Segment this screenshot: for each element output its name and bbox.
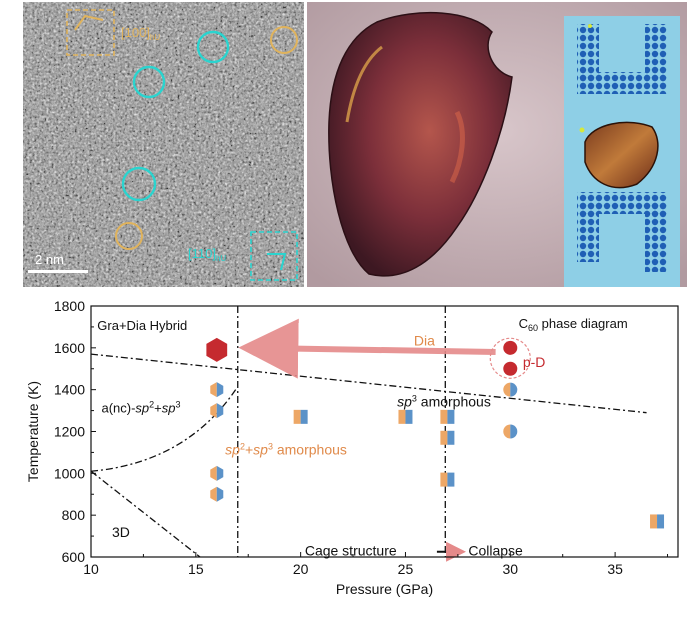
x-tick-label: 35 [607, 561, 623, 577]
large-sample-chip [328, 11, 513, 277]
y-tick-label: 600 [62, 549, 86, 565]
plot-frame [90, 305, 679, 558]
region-box-110 [250, 231, 298, 281]
hexagon-marker [210, 403, 224, 419]
x-tick-label: 10 [83, 561, 99, 577]
square-marker [650, 514, 665, 529]
phase-boundaries [90, 306, 647, 562]
circle-marker [503, 424, 518, 439]
y-tick-label: 1400 [54, 382, 85, 398]
sample-photo-panel [307, 2, 687, 287]
x-tick-label: 25 [398, 561, 414, 577]
pd-circle-marker [503, 361, 518, 376]
chart-title: C60 phase diagram [519, 316, 628, 333]
anc-boundary [90, 389, 237, 472]
lattice-marker-100 [74, 14, 104, 31]
data-markers [206, 337, 665, 529]
blue-letter-u-bottom [577, 192, 667, 272]
cyan-circle [121, 166, 157, 202]
scalebar [28, 270, 88, 273]
cage-structure-label: Cage structure [305, 542, 397, 558]
dia-arrow [238, 318, 496, 379]
circle-marker [503, 382, 518, 397]
blue-letter-u-top [577, 24, 667, 94]
dir-110-label: [110]hU [188, 246, 226, 263]
tem-image-panel: [100]hU [110]hU 2 nm [23, 2, 304, 287]
sample-photo [307, 2, 687, 287]
square-marker [440, 472, 455, 487]
x-tick-label: 20 [293, 561, 309, 577]
square-marker [293, 409, 308, 424]
y-tick-label: 1800 [54, 298, 85, 314]
tem-image: [100]hU [110]hU 2 nm [23, 2, 304, 287]
gold-circle [270, 26, 298, 54]
gold-circle [115, 222, 143, 250]
sp2-sp3-amorphous-label: sp2+sp3 amorphous [225, 442, 347, 458]
dia-hexagon-marker [206, 337, 228, 362]
lattice-marker-110 [267, 253, 287, 271]
hexagon-marker [210, 486, 224, 502]
scalebar-label: 2 nm [35, 252, 64, 267]
x-tick-label: 15 [188, 561, 204, 577]
region-box-100 [66, 9, 115, 56]
dir-100-label: [100]hU [121, 25, 160, 42]
dia-label: Dia [414, 333, 435, 349]
x-axis-label: Pressure (GPa) [336, 581, 433, 597]
y-axis-label: Temperature (K) [25, 381, 41, 482]
phase-diagram-svg: 10 15 20 25 30 35 600 800 1000 1200 1400 1600 1800 G… [25, 298, 679, 597]
pd-circle-marker [503, 340, 518, 355]
square-marker [398, 409, 413, 424]
y-tick-label: 1600 [54, 340, 85, 356]
hexagon-marker [210, 382, 224, 398]
hexagon-marker [210, 465, 224, 481]
upper-phase-boundary [90, 353, 647, 414]
pd-label: p-D [523, 354, 546, 370]
hybrid-region-label: Gra+Dia Hybrid [97, 318, 187, 333]
three-d-boundary [90, 470, 201, 558]
y-tick-label: 800 [62, 507, 86, 523]
cyan-circle [132, 65, 166, 99]
small-sample-chip [584, 121, 659, 189]
square-marker [440, 409, 455, 424]
cyan-circle [196, 30, 230, 64]
phase-diagram-chart: 10 15 20 25 30 35 600 800 1000 1200 1400 1600 1800 G… [0, 288, 690, 617]
y-tick-label: 1200 [54, 424, 85, 440]
y-tick-label: 1000 [54, 465, 85, 481]
square-marker [440, 430, 455, 445]
collapse-label: Collapse [468, 542, 523, 558]
three-d-label: 3D [112, 524, 130, 540]
x-tick-label: 30 [502, 561, 518, 577]
anc-region-label: a(nc)-sp2+sp3 [101, 400, 180, 416]
sp3-amorphous-label: sp3 amorphous [397, 393, 491, 409]
chart-annotations: Gra+Dia Hybrid C60 phase diagram Dia p-D… [25, 316, 628, 597]
axes: 10 15 20 25 30 35 600 800 1000 1200 1400 1600 1800 [54, 298, 679, 577]
